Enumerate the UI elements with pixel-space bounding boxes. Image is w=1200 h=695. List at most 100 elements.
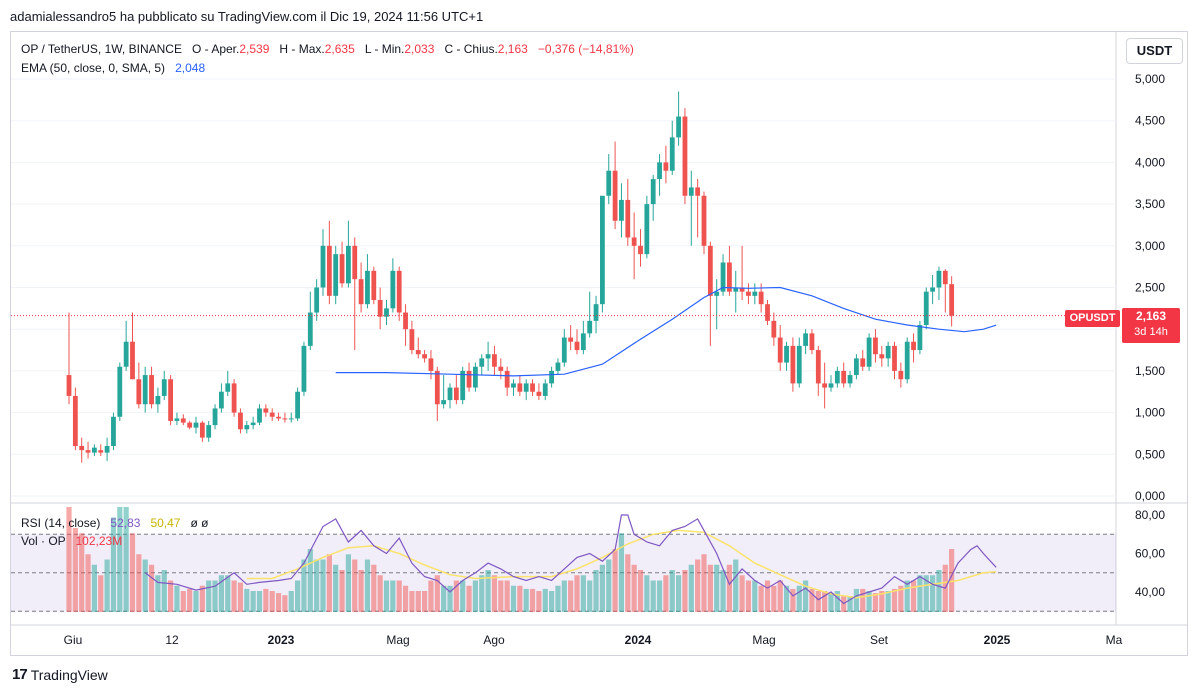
candle-body xyxy=(396,270,402,313)
price-tick-label: 2,500 xyxy=(1135,281,1165,295)
candle-body xyxy=(149,375,154,405)
volume-bar xyxy=(752,580,758,612)
candle-body xyxy=(612,170,618,221)
candle-body xyxy=(269,412,275,417)
ema-line xyxy=(335,286,997,377)
candle-body xyxy=(923,291,929,326)
price-tick-label: 4,500 xyxy=(1135,114,1165,128)
candle-body xyxy=(949,284,955,316)
candle-body xyxy=(193,422,199,428)
ema-label: EMA (50, close, 0, SMA, 5) xyxy=(21,61,166,75)
volume-bar xyxy=(637,570,644,612)
tradingview-brand: TradingView xyxy=(30,666,108,683)
candle-body xyxy=(320,245,326,288)
volume-value: 102,23M xyxy=(75,534,123,548)
candle-body xyxy=(123,341,129,367)
candle-body xyxy=(523,383,529,392)
volume-bar xyxy=(549,591,555,612)
volume-bar xyxy=(720,570,726,612)
candle-body xyxy=(161,379,167,396)
candle-body xyxy=(460,370,466,401)
volume-bar xyxy=(910,580,917,612)
volume-bar xyxy=(891,588,898,612)
candle-body xyxy=(549,370,554,384)
volume-bar xyxy=(485,570,491,612)
candle-body xyxy=(415,350,421,355)
volume-bar xyxy=(352,559,358,612)
candle-body xyxy=(212,408,218,426)
publisher-line: adamialessandro5 ha pubblicato su Tradin… xyxy=(10,9,484,24)
volume-bar xyxy=(142,559,148,612)
candle-body xyxy=(758,291,764,305)
currency-unit-button[interactable]: USDT xyxy=(1126,38,1183,64)
candle-body xyxy=(377,300,383,317)
volume-bar xyxy=(339,570,345,612)
candle-body xyxy=(942,270,948,285)
candle-body xyxy=(92,447,97,453)
candle-body xyxy=(453,387,459,401)
tradingview-logo[interactable]: 17 TradingView xyxy=(12,666,108,683)
candle-body xyxy=(530,383,535,392)
volume-bar xyxy=(682,570,688,612)
volume-bar xyxy=(212,580,218,612)
volume-bar xyxy=(161,570,167,612)
volume-bar xyxy=(663,575,669,612)
volume-bar xyxy=(136,554,142,612)
volume-bar xyxy=(504,580,510,612)
volume-bar xyxy=(301,559,307,612)
candle-body xyxy=(701,195,707,246)
ema-value: 2,048 xyxy=(175,61,206,75)
candle-body xyxy=(498,366,504,371)
candle-body xyxy=(276,416,281,419)
volume-bar xyxy=(479,575,485,612)
candle-body xyxy=(917,325,923,351)
chart-frame xyxy=(10,31,1188,656)
candle-body xyxy=(638,245,643,255)
candle-body xyxy=(727,262,732,292)
candle-body xyxy=(777,337,783,363)
candle-body xyxy=(904,341,910,380)
candle-body xyxy=(885,345,891,359)
volume-bar xyxy=(536,591,542,612)
volume-bar xyxy=(593,570,599,612)
candle-body xyxy=(339,254,345,284)
candle-body xyxy=(130,341,135,380)
volume-bar xyxy=(701,554,707,612)
volume-bar xyxy=(345,554,351,612)
candle-body xyxy=(822,383,828,388)
candle-body xyxy=(619,199,624,221)
candle-body xyxy=(752,291,758,296)
change-value: −0,376 (−14,81%) xyxy=(537,42,634,56)
volume-bar xyxy=(688,564,694,612)
ema-legend: EMA (50, close, 0, SMA, 5) 2,048 xyxy=(21,61,205,75)
volume-bar xyxy=(383,580,390,612)
candle-body xyxy=(441,400,447,405)
candle-body xyxy=(815,350,821,384)
volume-bar xyxy=(917,575,923,612)
volume-bar xyxy=(612,549,618,612)
candle-body xyxy=(879,354,885,359)
volume-bar xyxy=(860,588,866,612)
volume-bar xyxy=(358,570,364,612)
candle-body xyxy=(873,337,878,355)
volume-bar xyxy=(555,585,561,612)
volume-bar xyxy=(561,580,567,612)
last-price: 2,163 xyxy=(1135,309,1167,323)
candle-body xyxy=(111,416,116,446)
bar-countdown: 3d 14h xyxy=(1134,326,1168,338)
candle-body xyxy=(263,408,269,413)
rsi-extra: ø ø xyxy=(190,516,209,530)
candle-body xyxy=(409,329,415,351)
volume-bar xyxy=(129,533,136,612)
candle-body xyxy=(542,383,548,396)
candles xyxy=(66,91,955,463)
candle-body xyxy=(142,375,148,405)
candle-body xyxy=(288,418,294,420)
volume-bar xyxy=(206,580,212,612)
time-tick-label: Mag xyxy=(386,633,409,647)
volume-bar xyxy=(237,582,244,612)
candle-body xyxy=(307,312,313,346)
candle-body xyxy=(803,333,808,346)
candle-body xyxy=(403,312,408,330)
